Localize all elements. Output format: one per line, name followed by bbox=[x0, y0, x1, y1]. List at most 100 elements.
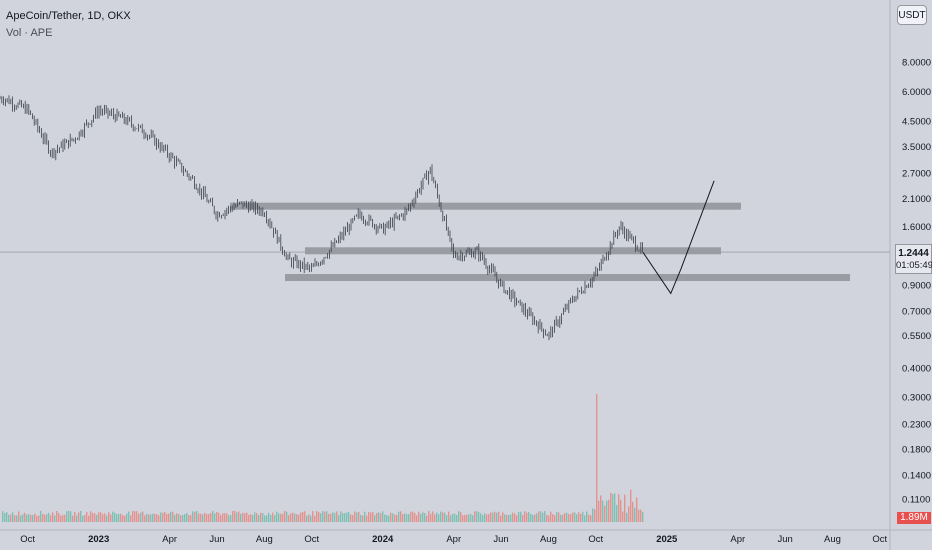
volume-bar bbox=[446, 515, 448, 522]
volume-bar bbox=[240, 513, 242, 522]
volume-tick-label: 0.2300 bbox=[902, 420, 931, 431]
volume-bar bbox=[462, 515, 464, 522]
volume-bar bbox=[164, 511, 166, 522]
volume-bar bbox=[186, 513, 188, 522]
volume-bar bbox=[64, 514, 66, 522]
volume-bar bbox=[46, 514, 48, 522]
level-band-2 bbox=[305, 247, 721, 255]
volume-bar bbox=[238, 511, 240, 522]
volume-bar bbox=[198, 513, 200, 522]
volume-bar bbox=[568, 513, 570, 522]
volume-bar bbox=[590, 515, 592, 522]
volume-bar bbox=[606, 500, 608, 522]
volume-bar bbox=[180, 515, 182, 522]
volume-bar bbox=[626, 512, 628, 522]
volume-bar bbox=[58, 512, 60, 522]
time-tick-label: Jun bbox=[209, 534, 224, 545]
volume-bar bbox=[44, 514, 46, 522]
current-price-value: 1.2444 bbox=[898, 248, 929, 259]
volume-bar bbox=[464, 514, 466, 522]
volume-bar bbox=[4, 513, 6, 522]
volume-bar bbox=[530, 513, 532, 522]
volume-bar bbox=[600, 495, 602, 522]
volume-bar bbox=[332, 512, 334, 522]
volume-bar bbox=[536, 513, 538, 522]
volume-bar bbox=[182, 515, 184, 522]
volume-bar bbox=[8, 514, 10, 522]
time-tick-label: Oct bbox=[588, 534, 603, 545]
volume-bar bbox=[630, 489, 632, 522]
volume-bar bbox=[86, 511, 88, 522]
volume-bar bbox=[212, 510, 214, 522]
symbol-title: ApeCoin/Tether, 1D, OKX bbox=[6, 10, 131, 22]
price-tick-label: 4.5000 bbox=[902, 116, 931, 127]
volume-bar bbox=[558, 512, 560, 522]
price-tick-label: 8.0000 bbox=[902, 58, 931, 69]
volume-bar bbox=[94, 513, 96, 522]
volume-bar bbox=[336, 511, 338, 522]
volume-bar bbox=[602, 500, 604, 522]
volume-bar bbox=[378, 512, 380, 522]
time-tick-label: Aug bbox=[824, 534, 841, 545]
volume-bar bbox=[160, 512, 162, 522]
volume-bar bbox=[500, 515, 502, 522]
volume-bar bbox=[272, 512, 274, 522]
volume-bar bbox=[360, 514, 362, 522]
volume-bar bbox=[408, 514, 410, 522]
volume-bar bbox=[550, 511, 552, 522]
volume-bar bbox=[216, 511, 218, 522]
volume-bar bbox=[618, 494, 620, 522]
volume-bar bbox=[436, 512, 438, 522]
volume-bar bbox=[226, 513, 228, 522]
volume-bar bbox=[264, 515, 266, 522]
volume-bar bbox=[404, 513, 406, 522]
volume-bar bbox=[418, 511, 420, 522]
volume-bar bbox=[190, 515, 192, 522]
volume-bar bbox=[428, 510, 430, 522]
volume-bar bbox=[498, 511, 500, 522]
volume-bar bbox=[522, 515, 524, 522]
volume-bar bbox=[156, 514, 158, 522]
volume-bar bbox=[136, 511, 138, 522]
volume-bar bbox=[490, 512, 492, 522]
volume-bar bbox=[334, 512, 336, 522]
volume-bar bbox=[266, 515, 268, 522]
time-tick-label: Apr bbox=[446, 534, 461, 545]
volume-bar bbox=[520, 511, 522, 522]
volume-bar bbox=[154, 513, 156, 522]
volume-bar bbox=[292, 512, 294, 522]
volume-bar bbox=[220, 515, 222, 522]
volume-bar bbox=[598, 500, 600, 522]
time-tick-label: 2025 bbox=[656, 534, 678, 545]
volume-bar bbox=[170, 511, 172, 522]
volume-bar bbox=[318, 511, 320, 522]
volume-bar bbox=[546, 514, 548, 522]
volume-bar bbox=[374, 515, 376, 522]
volume-bar bbox=[410, 511, 412, 522]
volume-bar bbox=[368, 512, 370, 522]
volume-bar bbox=[16, 515, 18, 522]
volume-bar bbox=[42, 513, 44, 522]
volume-bar bbox=[90, 511, 92, 522]
volume-bar bbox=[624, 494, 626, 522]
volume-bar bbox=[620, 499, 622, 522]
volume-bar bbox=[434, 514, 436, 522]
volume-bar bbox=[52, 512, 54, 522]
volume-bar bbox=[636, 497, 638, 522]
volume-bar bbox=[34, 513, 36, 522]
volume-bar bbox=[346, 512, 348, 522]
volume-tick-label: 0.1800 bbox=[902, 445, 931, 456]
volume-bar bbox=[352, 514, 354, 522]
volume-bar bbox=[200, 513, 202, 522]
volume-bar bbox=[608, 499, 610, 522]
volume-bar bbox=[426, 515, 428, 522]
currency-button[interactable]: USDT bbox=[897, 5, 927, 25]
volume-bar bbox=[454, 513, 456, 522]
volume-bar bbox=[640, 509, 642, 522]
volume-bar bbox=[480, 513, 482, 522]
volume-bar bbox=[106, 515, 108, 522]
volume-bar bbox=[642, 511, 644, 522]
volume-bar bbox=[348, 511, 350, 522]
